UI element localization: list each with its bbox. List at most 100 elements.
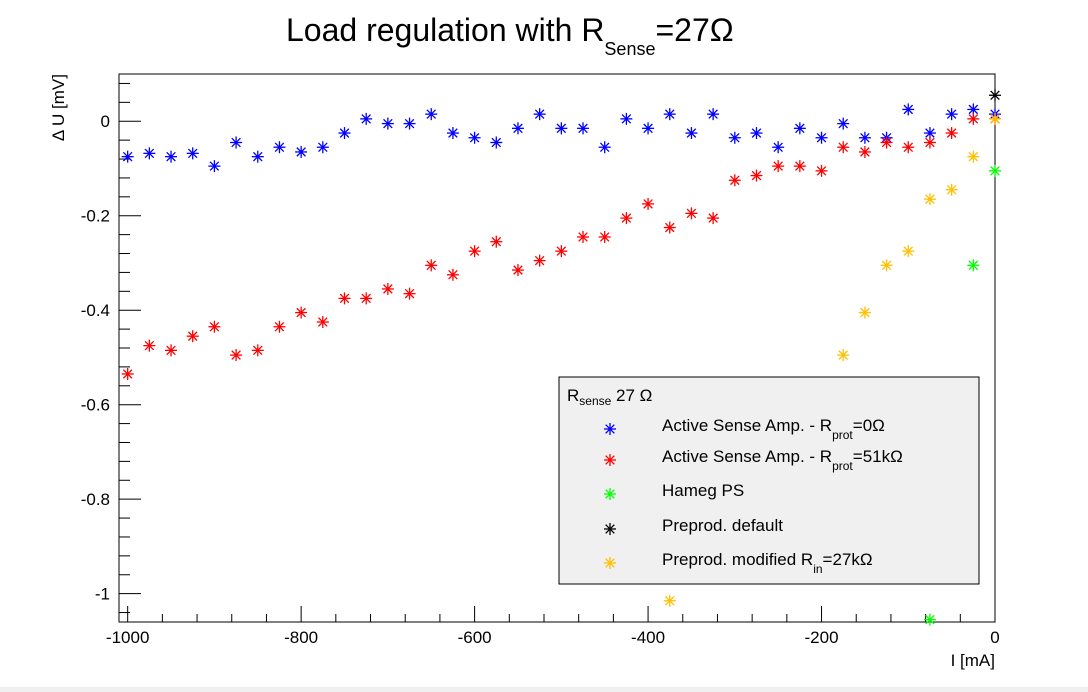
data-point — [685, 127, 698, 140]
data-point — [858, 145, 871, 158]
y-tick-label: -1 — [95, 585, 110, 604]
data-point — [837, 117, 850, 130]
data-point — [121, 367, 134, 380]
data-point — [555, 122, 568, 135]
data-point — [815, 164, 828, 177]
data-point — [381, 117, 394, 130]
legend-entry-label: Active Sense Amp. - Rprot=51kΩ — [662, 447, 903, 473]
data-point — [642, 122, 655, 135]
data-point — [793, 160, 806, 173]
legend-header: Rsense 27 Ω — [567, 386, 652, 408]
data-point — [446, 268, 459, 281]
data-point — [793, 122, 806, 135]
legend-entry-label: Active Sense Amp. - Rprot=0Ω — [662, 416, 885, 442]
data-point — [923, 136, 936, 149]
legend-entry-label: Hameg PS — [662, 481, 744, 500]
data-point — [772, 141, 785, 154]
data-point — [902, 103, 915, 116]
data-point — [967, 150, 980, 163]
data-point — [251, 344, 264, 357]
data-point — [165, 150, 178, 163]
data-point — [598, 141, 611, 154]
chart-title: Load regulation with RSense=27Ω — [286, 12, 734, 59]
data-point — [208, 320, 221, 333]
x-tick-label: -1000 — [106, 628, 149, 647]
legend: Rsense 27 Ω Active Sense Amp. - Rprot=0Ω… — [558, 376, 980, 585]
x-tick-label: -200 — [805, 628, 839, 647]
y-tick-label: -0.4 — [81, 301, 110, 320]
series-3 — [989, 89, 1001, 102]
data-point — [902, 245, 915, 258]
data-point — [186, 147, 199, 160]
series-0 — [121, 103, 1001, 173]
series-4 — [663, 112, 1001, 607]
chart-title-tail: =27Ω — [655, 12, 733, 48]
chart-title-sub: Sense — [604, 39, 655, 59]
y-axis-label: Δ U [mV] — [49, 74, 68, 141]
data-point — [251, 150, 264, 163]
data-point — [902, 141, 915, 154]
data-point — [880, 136, 893, 149]
data-point — [468, 245, 481, 258]
data-point — [577, 230, 590, 243]
data-point — [598, 230, 611, 243]
legend-marker — [604, 557, 616, 569]
data-point — [533, 254, 546, 267]
data-point — [490, 235, 503, 248]
data-point — [403, 287, 416, 300]
data-point — [511, 122, 524, 135]
y-tick-label: -0.8 — [81, 490, 110, 509]
x-tick-label: 0 — [990, 628, 999, 647]
data-point — [555, 245, 568, 258]
data-point — [728, 174, 741, 187]
data-point — [989, 112, 1001, 125]
data-point — [360, 292, 373, 305]
data-point — [511, 264, 524, 277]
legend-marker — [604, 488, 616, 500]
data-point — [338, 292, 351, 305]
data-point — [685, 207, 698, 220]
data-point — [858, 306, 871, 319]
data-point — [815, 131, 828, 144]
data-point — [707, 108, 720, 121]
data-point — [967, 112, 980, 125]
data-point — [490, 136, 503, 149]
legend-marker — [604, 423, 616, 435]
y-tick-label: -0.2 — [81, 207, 110, 226]
data-point — [230, 136, 243, 149]
data-point — [143, 339, 156, 352]
data-point — [750, 169, 763, 182]
data-point — [295, 145, 308, 158]
data-point — [620, 112, 633, 125]
data-point — [945, 127, 958, 140]
legend-header-sub: sense — [579, 394, 611, 408]
data-point — [295, 306, 308, 319]
data-point — [728, 131, 741, 144]
axis-ticks — [119, 82, 996, 622]
data-point — [663, 108, 676, 121]
x-tick-label: -400 — [631, 628, 665, 647]
data-point — [446, 127, 459, 140]
data-point — [945, 108, 958, 121]
data-point — [577, 122, 590, 135]
data-point — [837, 349, 850, 362]
data-point — [923, 613, 936, 626]
legend-marker — [604, 523, 616, 535]
data-point — [642, 197, 655, 210]
data-point — [273, 320, 286, 333]
data-point — [403, 117, 416, 130]
x-axis-label: I [mA] — [951, 651, 995, 670]
data-point — [772, 160, 785, 173]
data-point — [923, 193, 936, 206]
data-point — [663, 594, 676, 607]
data-point — [381, 282, 394, 295]
data-point — [468, 131, 481, 144]
chart-title-main: Load regulation with R — [286, 12, 604, 48]
data-point — [316, 316, 329, 329]
data-point — [273, 141, 286, 154]
data-point — [425, 259, 438, 272]
x-tick-label: -800 — [284, 628, 318, 647]
axis-tick-labels: -1000 -800 -600 -400 -200 0 0 -0.2 -0.4 -0.6 -0.8 -… — [81, 112, 1000, 647]
